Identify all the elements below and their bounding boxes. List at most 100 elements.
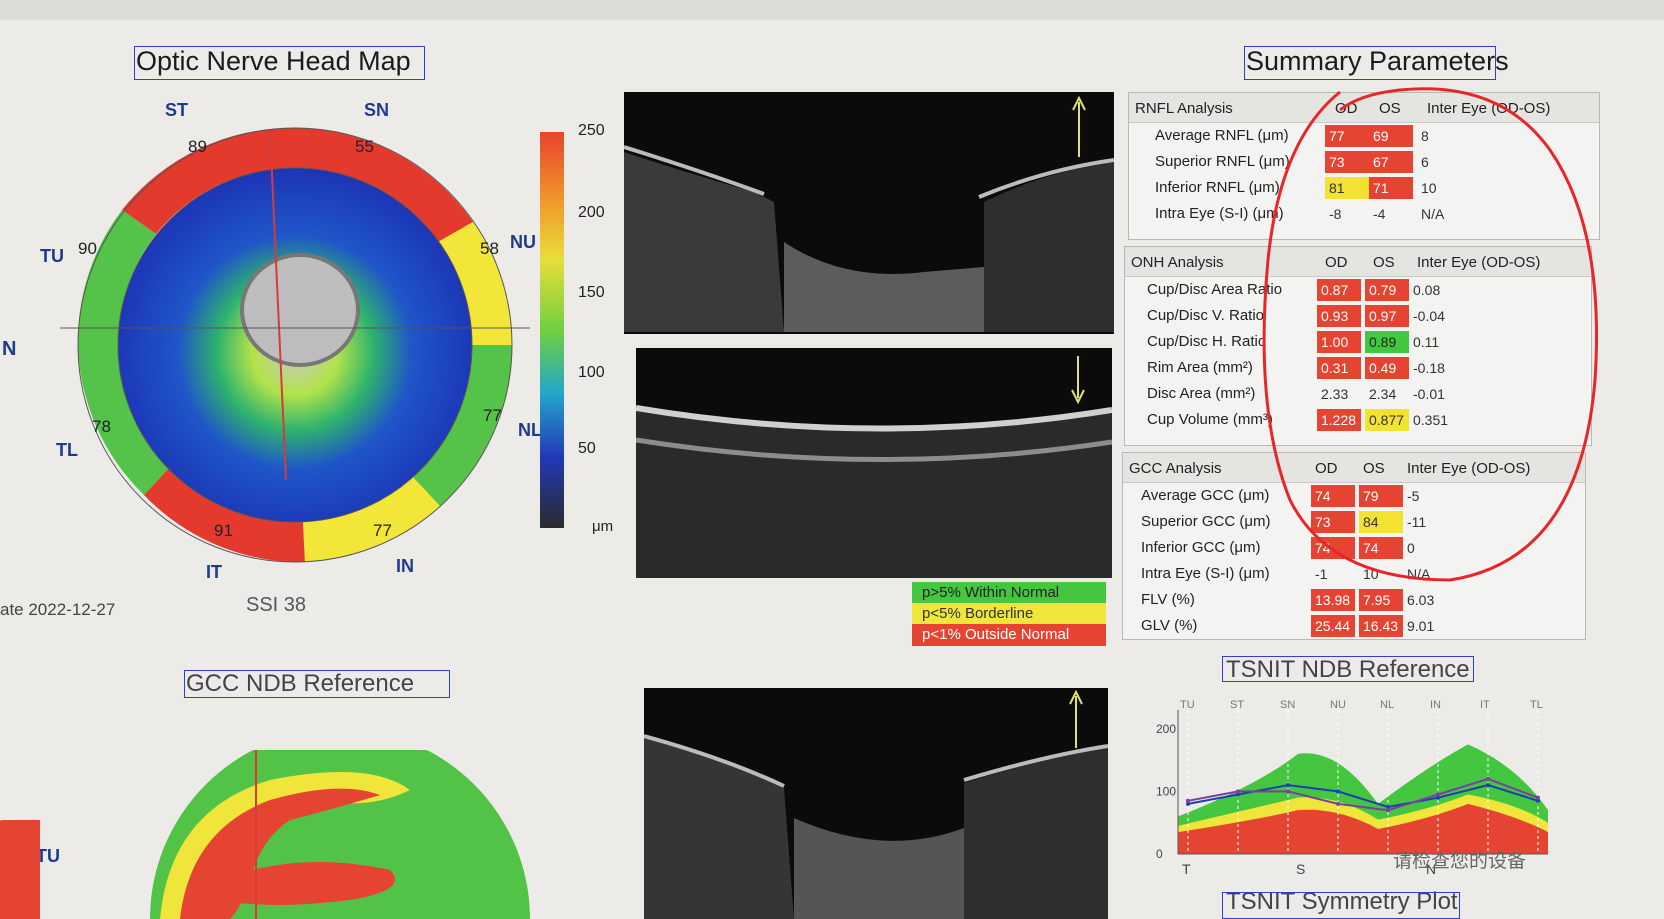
ring-segment-st bbox=[122, 127, 295, 234]
onh-cell-os: 0.89 bbox=[1365, 331, 1409, 353]
gcc-ndb-title-box bbox=[184, 670, 450, 698]
hand-drawn-circle bbox=[1262, 87, 1598, 582]
rnfl-cell-diff: 6 bbox=[1421, 154, 1429, 170]
colorbar-tick-50: 50 bbox=[578, 440, 596, 457]
rnfl-row-label: Intra Eye (S-I) (μm) bbox=[1155, 205, 1284, 222]
onh-row: Cup/Disc V. Ratio 0.93 0.97 -0.04 bbox=[1125, 303, 1591, 329]
label-n: N bbox=[2, 338, 17, 360]
tsnit-x-label-s: S bbox=[1296, 861, 1305, 877]
ring-segment-nl bbox=[412, 345, 512, 506]
ring-segment-nu bbox=[438, 222, 512, 345]
gcc-header: GCC Analysis OD OS Inter Eye (OD-OS) bbox=[1123, 453, 1585, 483]
tsnit-ndb-title: TSNIT NDB Reference bbox=[1226, 656, 1470, 683]
label-tl: TL bbox=[56, 440, 78, 460]
tsnit-series-point bbox=[1436, 792, 1440, 797]
gcc-row-label: Intra Eye (S-I) (μm) bbox=[1141, 565, 1270, 582]
colorbar-tick-100: 100 bbox=[578, 364, 605, 381]
legend-within-normal: p>5% Within Normal bbox=[912, 582, 1106, 603]
tsnit-series-point bbox=[1386, 805, 1390, 810]
tsnit-series-point bbox=[1236, 792, 1240, 797]
onh-row-label: Rim Area (mm²) bbox=[1147, 359, 1253, 376]
gcc-row-label: Inferior GCC (μm) bbox=[1141, 539, 1261, 556]
onh-thickness-map: 89 55 58 90 78 77 91 77 bbox=[60, 127, 530, 563]
scan-line bbox=[269, 129, 287, 481]
rnfl-header-diff: Inter Eye (OD-OS) bbox=[1427, 100, 1551, 117]
rnfl-row: Average RNFL (μm) 77 69 8 bbox=[1129, 123, 1599, 149]
label-nu: NU bbox=[510, 232, 536, 252]
onh-row-label: Disc Area (mm²) bbox=[1147, 385, 1256, 402]
gcc-row: Average GCC (μm) 74 79 -5 bbox=[1123, 483, 1585, 509]
tsnit-series-point bbox=[1486, 776, 1490, 781]
gcc-row-label: GLV (%) bbox=[1141, 617, 1198, 634]
exam-date: ate 2022-12-27 bbox=[0, 600, 116, 619]
gcc-cell-diff: 9.01 bbox=[1407, 618, 1435, 634]
onh-cell-diff: 0.08 bbox=[1413, 282, 1441, 298]
onh-cell-os: 0.79 bbox=[1365, 279, 1409, 301]
onh-row: Disc Area (mm²) 2.33 2.34 -0.01 bbox=[1125, 381, 1591, 407]
rnfl-cell-diff: 10 bbox=[1421, 180, 1437, 196]
gcc-cell-od: 25.44 bbox=[1311, 615, 1355, 637]
oct-scan-3 bbox=[644, 688, 1108, 919]
gcc-panel: GCC Analysis OD OS Inter Eye (OD-OS) Ave… bbox=[1122, 452, 1586, 640]
onh-cell-diff: 0.11 bbox=[1413, 334, 1440, 350]
tsnit-series-point bbox=[1386, 808, 1390, 813]
ssi-value: SSI 38 bbox=[246, 594, 307, 616]
ring-value-in: 77 bbox=[373, 521, 392, 540]
onh-cell-diff: 0.351 bbox=[1413, 412, 1449, 428]
label-it: IT bbox=[206, 562, 222, 582]
rnfl-cell-od: 77 bbox=[1325, 125, 1369, 147]
rnfl-row: Inferior RNFL (μm) 81 71 10 bbox=[1129, 175, 1599, 201]
tsnit-series-point bbox=[1186, 798, 1190, 803]
onh-row-label: Cup/Disc V. Ratio bbox=[1147, 307, 1264, 324]
rnfl-row-label: Average RNFL (μm) bbox=[1155, 127, 1289, 144]
gcc-row-label: FLV (%) bbox=[1141, 591, 1195, 608]
legend-borderline: p<5% Borderline bbox=[912, 603, 1106, 624]
gcc-cell-od: 73 bbox=[1311, 511, 1355, 533]
rnfl-cell-od: 73 bbox=[1325, 151, 1369, 173]
tsnit-y-tick: 100 bbox=[1156, 784, 1176, 798]
onh-cell-diff: -0.01 bbox=[1413, 386, 1445, 402]
label-tu: TU bbox=[40, 246, 64, 266]
rnfl-cell-od: 81 bbox=[1325, 177, 1369, 199]
tsnit-series-point bbox=[1486, 783, 1490, 788]
onh-header-od: OD bbox=[1325, 254, 1348, 271]
rnfl-header-label: RNFL Analysis bbox=[1135, 100, 1233, 117]
onh-header: ONH Analysis OD OS Inter Eye (OD-OS) bbox=[1125, 247, 1591, 277]
tsnit-series-point bbox=[1286, 789, 1290, 794]
tsnit-cat-tick: SN bbox=[1280, 699, 1295, 711]
onh-cell-os: 0.877 bbox=[1365, 409, 1409, 431]
onh-cell-os: 0.49 bbox=[1365, 357, 1409, 379]
tsnit-sym-title-box bbox=[1222, 892, 1460, 919]
gcc-cell-os: 7.95 bbox=[1359, 589, 1403, 611]
gcc-row: FLV (%) 13.98 7.95 6.03 bbox=[1123, 587, 1585, 613]
tsnit-cat-tick: TU bbox=[1180, 699, 1195, 711]
gcc-cell-od: -1 bbox=[1315, 566, 1328, 582]
rnfl-cell-od: -8 bbox=[1329, 206, 1342, 222]
onh-cell-diff: -0.04 bbox=[1413, 308, 1445, 324]
tsnit-band-outside bbox=[1178, 803, 1548, 854]
onh-row: Cup/Disc Area Ratio 0.87 0.79 0.08 bbox=[1125, 277, 1591, 303]
tsnit-x-label-n: N bbox=[1426, 861, 1436, 877]
rnfl-cell-os: 71 bbox=[1369, 177, 1413, 199]
gcc-cell-diff: 6.03 bbox=[1407, 592, 1435, 608]
summary-title: Summary Parameters bbox=[1246, 46, 1509, 76]
tsnit-y-tick: 200 bbox=[1156, 722, 1176, 736]
colorbar-unit: μm bbox=[592, 518, 614, 535]
gcc-cell-os: 16.43 bbox=[1359, 615, 1403, 637]
gcc-header-diff: Inter Eye (OD-OS) bbox=[1407, 460, 1531, 477]
label-nl: NL bbox=[518, 420, 542, 440]
ring-value-sn: 55 bbox=[355, 137, 374, 156]
onh-row-label: Cup/Disc Area Ratio bbox=[1147, 281, 1283, 298]
ring-value-nl: 77 bbox=[483, 406, 502, 425]
gcc-row: GLV (%) 25.44 16.43 9.01 bbox=[1123, 613, 1585, 639]
onh-cell-os: 2.34 bbox=[1369, 386, 1397, 402]
thickness-colorbar bbox=[540, 132, 564, 528]
colorbar-tick-200: 200 bbox=[578, 204, 605, 221]
rnfl-cell-os: 69 bbox=[1369, 125, 1413, 147]
tsnit-y-tick: 0 bbox=[1156, 847, 1163, 861]
tsnit-cat-tick: IT bbox=[1480, 699, 1490, 711]
onh-row: Cup/Disc H. Ratio 1.00 0.89 0.11 bbox=[1125, 329, 1591, 355]
tsnit-series-point bbox=[1536, 798, 1540, 803]
ring-segment-it bbox=[144, 466, 305, 563]
ring-segment-tu bbox=[77, 210, 156, 345]
